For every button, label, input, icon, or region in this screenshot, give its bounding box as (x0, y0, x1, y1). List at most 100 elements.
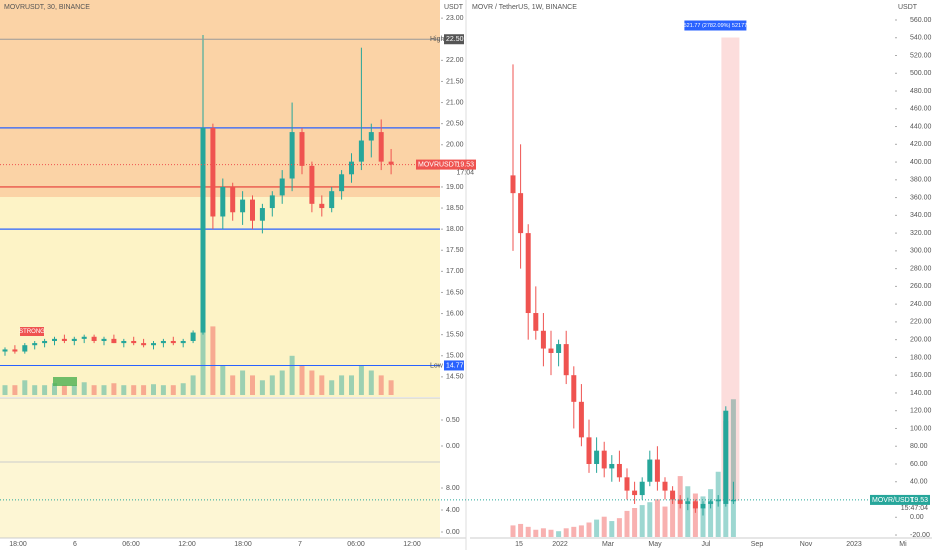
candle-body (91, 336, 97, 341)
y-tick-label: 8.00 (446, 485, 460, 492)
volume-bar (200, 297, 206, 395)
volume-bar (81, 382, 87, 395)
volume-bar (12, 385, 18, 395)
volume-bar (518, 523, 524, 537)
volume-bar (616, 518, 622, 537)
candle-body (269, 195, 275, 209)
candle-body (250, 199, 255, 221)
candle-body (708, 501, 714, 504)
candle-body (170, 340, 176, 344)
y-tick-label: 20.00 (446, 142, 464, 149)
candle-body (533, 313, 539, 331)
volume-bar (42, 385, 48, 395)
candle-body (289, 132, 295, 179)
volume-bar (289, 355, 295, 395)
candle-body (309, 165, 315, 204)
candle-body (329, 191, 335, 209)
x-tick-label: Jul (702, 541, 711, 548)
x-tick-label: 06:00 (347, 541, 365, 548)
candle-body (662, 481, 668, 491)
price-tag-text: 22.50 (446, 36, 464, 43)
candle-body (609, 463, 615, 469)
volume-bar (563, 528, 569, 537)
candle-body (730, 499, 736, 502)
volume-bar (578, 525, 584, 537)
volume-bar (240, 370, 246, 395)
candle-body (210, 127, 216, 217)
y-tick-label: 300.00 (910, 248, 932, 255)
volume-bar (647, 502, 653, 537)
volume-bar (624, 510, 630, 537)
y-tick-label: 17.00 (446, 268, 464, 275)
volume-bar (2, 385, 8, 395)
y-tick-label: 560.00 (910, 17, 932, 24)
candle-body (180, 340, 186, 344)
y-tick-label: 160.00 (910, 372, 932, 379)
price-tag (870, 494, 930, 505)
volume-bar (670, 493, 676, 537)
volume-bar (601, 516, 607, 537)
volume-bar (339, 375, 345, 395)
axis-unit: USDT (898, 4, 918, 11)
axis-unit: USDT (444, 4, 464, 11)
volume-bar (61, 385, 67, 395)
volume-bar (210, 326, 216, 395)
y-tick-label: 200.00 (910, 337, 932, 344)
y-tick-label: 280.00 (910, 265, 932, 272)
volume-bar (533, 529, 539, 537)
y-tick-label: 0.50 (446, 417, 460, 424)
volume-bar (32, 385, 38, 395)
y-tick-label: 260.00 (910, 283, 932, 290)
candle-body (624, 477, 630, 491)
volume-bar (160, 385, 166, 395)
volume-bar (309, 370, 315, 395)
volume-bar (586, 522, 592, 537)
candle-body (349, 161, 354, 175)
x-tick-label: 12:00 (178, 541, 196, 548)
volume-bar (368, 370, 374, 395)
y-tick-label: 21.50 (446, 78, 464, 85)
y-tick-label: 320.00 (910, 230, 932, 237)
volume-bar (101, 385, 107, 395)
candle-body (586, 437, 592, 464)
y-tick-label: 20.50 (446, 120, 464, 127)
candle-body (259, 208, 265, 221)
y-tick-label: 18.50 (446, 205, 464, 212)
candle-body (42, 340, 48, 344)
y-tick-label: 460.00 (910, 106, 932, 113)
y-tick-label: 180.00 (910, 354, 932, 361)
volume-bar (269, 375, 275, 395)
y-tick-label: 0.00 (446, 443, 460, 450)
volume-bar (131, 385, 137, 395)
price-tag-text: MOVR/USDT (872, 497, 915, 504)
volume-bar (571, 526, 577, 537)
candle-body (190, 332, 196, 341)
volume-bar (220, 365, 226, 395)
volume-bar (52, 383, 57, 395)
y-tick-label: 16.50 (446, 289, 464, 296)
candle-body (52, 338, 57, 341)
y-tick-label: 360.00 (910, 194, 932, 201)
volume-bar (329, 380, 335, 395)
candle-body (319, 203, 325, 209)
candle-body (518, 193, 524, 234)
measure-label: 521.77 (2782.09%) 52177 (684, 23, 748, 29)
measure-box (721, 37, 740, 501)
volume-bar (525, 526, 531, 537)
candle-body (279, 178, 285, 196)
y-tick-label: 120.00 (910, 408, 932, 415)
y-tick-label: 14.50 (446, 374, 464, 381)
volume-bar (510, 525, 516, 537)
x-tick-label: Sep (751, 541, 764, 548)
candle-body (121, 340, 127, 344)
y-tick-label: 23.00 (446, 15, 464, 22)
x-tick-label: 06:00 (122, 541, 140, 548)
y-tick-label: 0.00 (446, 529, 460, 536)
volume-bar (708, 489, 714, 537)
volume-bar (22, 380, 28, 395)
price-tag-text: 14.77 (446, 362, 464, 369)
candle-body (111, 338, 117, 344)
candle-body (647, 459, 653, 482)
y-tick-label: 17.50 (446, 247, 464, 254)
candle-body (670, 490, 676, 500)
